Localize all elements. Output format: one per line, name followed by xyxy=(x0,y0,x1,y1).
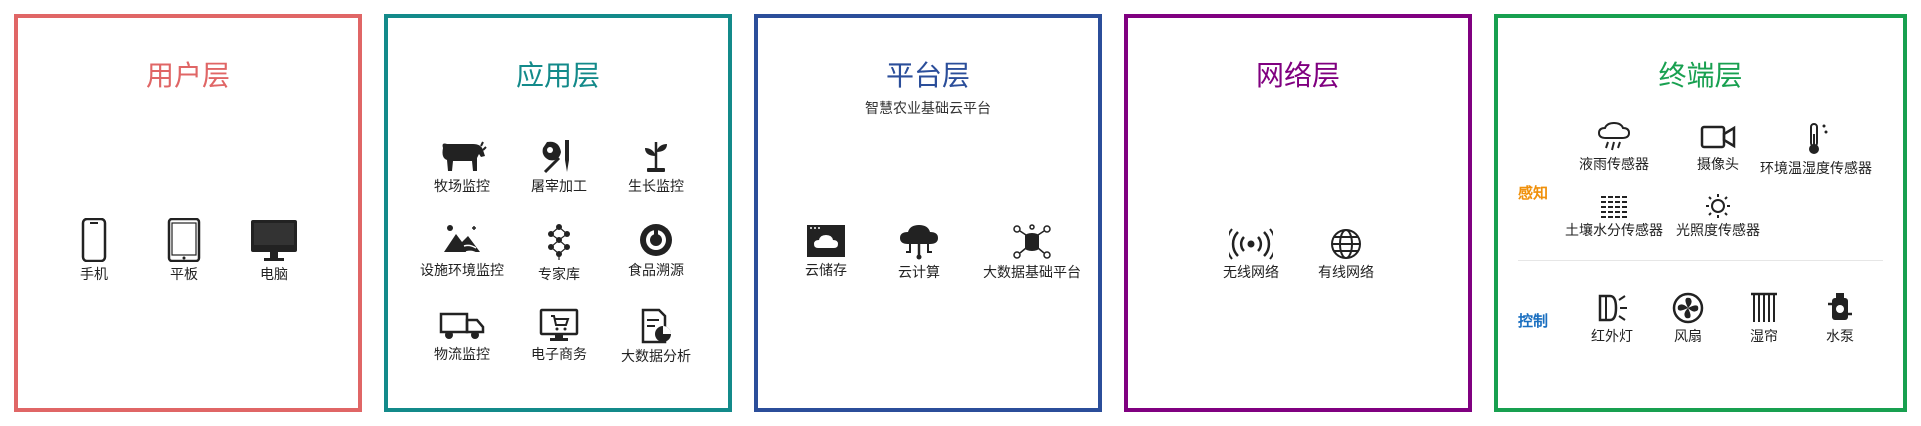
platform-layer-subtitle: 智慧农业基础云平台 xyxy=(865,101,991,117)
app-item-bigdata: 大数据分析 xyxy=(596,308,716,367)
ecommerce-monitor-icon xyxy=(539,308,579,341)
network-item-wired: 有线网络 xyxy=(1286,228,1406,283)
app-layer-panel: 应用层 牧场监控 屠宰加工 生长监控 xyxy=(384,14,732,412)
soil-moisture-icon xyxy=(1601,195,1627,218)
water-pump-icon xyxy=(1828,293,1852,320)
computer-icon xyxy=(251,220,297,261)
rain-cloud-icon xyxy=(1597,122,1631,151)
app-item-label: 设施环境监控 xyxy=(420,263,504,279)
app-item-label: 大数据分析 xyxy=(621,349,691,365)
cow-icon xyxy=(442,141,487,171)
terminal-layer-panel: 终端层 感知 控制 液雨传感器 摄像头 环境温湿度传感器 xyxy=(1494,14,1907,412)
network-item-wireless: 无线网络 xyxy=(1191,228,1311,283)
cloud-storage-icon xyxy=(807,225,845,257)
network-item-label: 有线网络 xyxy=(1318,265,1374,281)
camera-icon xyxy=(1700,125,1736,149)
phone-icon xyxy=(81,218,107,262)
user-layer-panel: 用户层 手机 平板 电脑 xyxy=(14,14,362,412)
tablet-icon xyxy=(167,218,201,262)
app-item-label: 食品溯源 xyxy=(628,263,684,279)
sense-item-label: 摄像头 xyxy=(1697,157,1739,173)
app-item-logistics: 物流监控 xyxy=(402,308,522,365)
app-item-label: 牧场监控 xyxy=(434,179,490,195)
app-item-environment: 设施环境监控 xyxy=(402,222,522,281)
truck-icon xyxy=(439,312,485,339)
control-item-fan: 风扇 xyxy=(1628,292,1748,347)
wireless-icon xyxy=(1229,228,1273,260)
platform-layer-title: 平台层 xyxy=(885,59,970,92)
app-item-slaughter: 屠宰加工 xyxy=(499,138,619,197)
app-item-ranch: 牧场监控 xyxy=(402,138,522,197)
platform-item-label: 云储存 xyxy=(805,263,847,279)
user-item-computer: 电脑 xyxy=(214,218,334,285)
user-layer-title: 用户层 xyxy=(145,59,230,92)
control-label: 控制 xyxy=(1518,312,1549,330)
platform-item-label: 大数据基础平台 xyxy=(983,265,1081,281)
terminal-layer-title: 终端层 xyxy=(1658,59,1743,92)
user-item-label: 手机 xyxy=(80,267,108,283)
database-network-icon xyxy=(1013,224,1051,259)
environment-icon xyxy=(444,225,480,255)
app-item-growth: 生长监控 xyxy=(596,138,716,197)
platform-layer-panel: 平台层 智慧农业基础云平台 云储存 云计算 大数据基础平台 xyxy=(754,14,1102,412)
expert-network-icon xyxy=(548,224,570,260)
infrared-lamp-icon xyxy=(1598,294,1627,322)
globe-icon xyxy=(1331,229,1361,259)
sense-item-label: 光照度传感器 xyxy=(1676,223,1760,239)
thermometer-icon xyxy=(1809,123,1828,154)
sprout-icon xyxy=(645,142,667,172)
platform-item-storage: 云储存 xyxy=(766,224,886,281)
platform-item-label: 云计算 xyxy=(898,265,940,281)
traceability-icon xyxy=(640,224,672,256)
app-item-label: 专家库 xyxy=(538,267,580,283)
sense-item-label: 土壤水分传感器 xyxy=(1565,223,1663,239)
terminal-divider xyxy=(1518,260,1883,261)
app-item-label: 屠宰加工 xyxy=(531,179,587,195)
sense-item-rain: 液雨传感器 xyxy=(1554,122,1674,175)
sense-label: 感知 xyxy=(1518,184,1549,202)
app-item-ecommerce: 电子商务 xyxy=(499,308,619,365)
control-item-label: 红外灯 xyxy=(1591,329,1633,345)
cloud-compute-icon xyxy=(900,225,938,260)
control-item-label: 湿帘 xyxy=(1750,329,1778,345)
user-item-tablet: 平板 xyxy=(124,218,244,285)
meat-knife-icon xyxy=(542,140,569,174)
data-report-icon xyxy=(641,308,671,344)
sense-item-light: 光照度传感器 xyxy=(1658,194,1778,241)
sense-item-label: 环境温湿度传感器 xyxy=(1760,161,1872,177)
sense-item-thermo: 环境温湿度传感器 xyxy=(1756,122,1876,179)
user-item-label: 平板 xyxy=(170,267,198,283)
control-item-label: 水泵 xyxy=(1826,329,1854,345)
sun-icon xyxy=(1706,194,1730,218)
control-item-label: 风扇 xyxy=(1674,329,1702,345)
sense-item-label: 液雨传感器 xyxy=(1579,157,1649,173)
network-layer-title: 网络层 xyxy=(1255,59,1340,92)
sense-item-soil: 土壤水分传感器 xyxy=(1554,194,1674,241)
platform-item-compute: 云计算 xyxy=(859,224,979,283)
network-layer-panel: 网络层 无线网络 有线网络 xyxy=(1124,14,1472,412)
sense-item-camera: 摄像头 xyxy=(1658,122,1778,175)
fan-icon xyxy=(1672,292,1704,324)
app-layer-title: 应用层 xyxy=(515,59,600,92)
wet-curtain-icon xyxy=(1751,292,1777,322)
control-item-pump: 水泵 xyxy=(1780,292,1900,347)
app-item-expert: 专家库 xyxy=(499,222,619,285)
control-item-infrared: 红外灯 xyxy=(1552,292,1672,347)
app-item-label: 物流监控 xyxy=(434,347,490,363)
user-item-phone: 手机 xyxy=(34,218,154,285)
control-item-curtain: 湿帘 xyxy=(1704,292,1824,347)
app-item-label: 生长监控 xyxy=(628,179,684,195)
user-item-label: 电脑 xyxy=(260,267,288,283)
network-item-label: 无线网络 xyxy=(1223,265,1279,281)
app-item-trace: 食品溯源 xyxy=(596,222,716,281)
app-item-label: 电子商务 xyxy=(531,347,587,363)
platform-item-bigdata: 大数据基础平台 xyxy=(972,224,1092,283)
